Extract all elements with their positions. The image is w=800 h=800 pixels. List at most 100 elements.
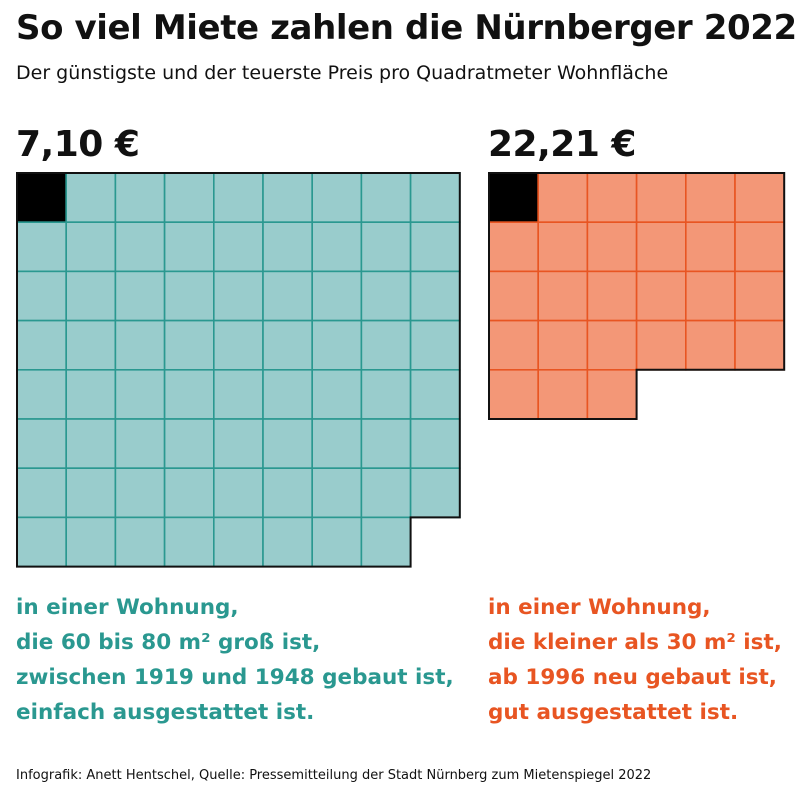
square-meter-cell <box>360 319 412 371</box>
square-meter-cell <box>311 221 363 273</box>
square-meter-cell <box>586 369 638 420</box>
square-meter-cell <box>213 221 264 273</box>
square-meter-cell <box>114 221 166 273</box>
description-line: einfach ausgestattet ist. <box>16 700 315 725</box>
square-meter-cell <box>65 467 117 519</box>
square-meter-cell <box>488 319 540 371</box>
square-meter-cell <box>213 319 264 371</box>
square-meter-cell <box>311 418 363 470</box>
square-meter-cell <box>409 221 461 273</box>
square-meter-cell <box>65 516 117 568</box>
square-meter-cell <box>262 270 314 322</box>
square-meter-cell <box>360 369 412 420</box>
square-meter-cell <box>262 172 314 224</box>
chart-title: So viel Miete zahlen die Nürnberger 2022 <box>16 8 797 48</box>
square-meter-cell <box>409 270 461 322</box>
square-meter-cell <box>537 221 589 273</box>
square-meter-cell <box>114 516 166 568</box>
square-meter-cell <box>114 369 166 420</box>
square-meter-cell <box>488 369 540 420</box>
square-meter-cell <box>16 221 68 273</box>
square-meter-cell <box>163 319 215 371</box>
square-meter-cell <box>16 516 68 568</box>
square-meter-cell <box>163 467 215 519</box>
waffle-outline <box>488 172 786 420</box>
square-meter-cell <box>65 369 117 420</box>
square-meter-cell <box>360 516 412 568</box>
square-meter-cell <box>65 270 117 322</box>
square-meter-cell <box>213 172 264 224</box>
square-meter-cell <box>163 418 215 470</box>
square-meter-cell <box>586 172 638 224</box>
square-meter-cell <box>213 369 264 420</box>
square-meter-cell <box>734 221 786 273</box>
waffle-grid-low <box>16 172 461 568</box>
highlight-square <box>488 172 540 224</box>
square-meter-cell <box>311 319 363 371</box>
square-meter-cell <box>685 319 736 371</box>
description-line: die 60 bis 80 m² groß ist, <box>16 630 321 655</box>
square-meter-cell <box>586 270 638 322</box>
square-meter-cell <box>114 418 166 470</box>
square-meter-cell <box>65 418 117 470</box>
description-line: zwischen 1919 und 1948 gebaut ist, <box>16 665 454 690</box>
description-low: in einer Wohnung, die 60 bis 80 m² groß … <box>16 590 454 730</box>
description-line: in einer Wohnung, <box>16 595 239 620</box>
square-meter-cell <box>114 467 166 519</box>
square-meter-cell <box>311 270 363 322</box>
square-meter-cell <box>409 418 461 470</box>
square-meter-cell <box>409 172 461 224</box>
description-line: gut ausgestattet ist. <box>488 700 739 725</box>
square-meter-cell <box>163 221 215 273</box>
square-meter-cell <box>16 467 68 519</box>
square-meter-cell <box>114 270 166 322</box>
square-meter-cell <box>163 516 215 568</box>
square-meter-cell <box>360 221 412 273</box>
square-meter-cell <box>488 270 540 322</box>
square-meter-cell <box>586 221 638 273</box>
square-meter-cell <box>537 172 589 224</box>
square-meter-cell <box>311 467 363 519</box>
square-meter-cell <box>16 319 68 371</box>
description-line: die kleiner als 30 m² ist, <box>488 630 782 655</box>
square-meter-cell <box>213 270 264 322</box>
square-meter-cell <box>262 369 314 420</box>
square-meter-cell <box>114 172 166 224</box>
square-meter-cell <box>685 270 736 322</box>
square-meter-cell <box>311 369 363 420</box>
chart-subtitle: Der günstigste und der teuerste Preis pr… <box>16 62 669 84</box>
square-meter-cell <box>635 172 687 224</box>
waffle-grid-high <box>488 172 786 420</box>
square-meter-cell <box>311 516 363 568</box>
square-meter-cell <box>635 319 687 371</box>
square-meter-cell <box>685 172 736 224</box>
square-meter-cell <box>262 467 314 519</box>
square-meter-cell <box>734 172 786 224</box>
square-meter-cell <box>586 319 638 371</box>
square-meter-cell <box>16 418 68 470</box>
square-meter-cell <box>262 516 314 568</box>
square-meter-cell <box>635 221 687 273</box>
description-line: ab 1996 neu gebaut ist, <box>488 665 777 690</box>
square-meter-cell <box>537 270 589 322</box>
square-meter-cell <box>16 369 68 420</box>
square-meter-cell <box>537 319 589 371</box>
square-meter-cell <box>213 516 264 568</box>
square-meter-cell <box>685 221 736 273</box>
description-high: in einer Wohnung, die kleiner als 30 m² … <box>488 590 782 730</box>
description-line: in einer Wohnung, <box>488 595 711 620</box>
square-meter-cell <box>163 369 215 420</box>
square-meter-cell <box>114 319 166 371</box>
price-label-low: 7,10 € <box>16 124 140 165</box>
highlight-square <box>16 172 68 224</box>
square-meter-cell <box>213 418 264 470</box>
square-meter-cell <box>734 270 786 322</box>
square-meter-cell <box>360 418 412 470</box>
square-meter-cell <box>360 467 412 519</box>
square-meter-cell <box>734 319 786 371</box>
square-meter-cell <box>262 319 314 371</box>
square-meter-cell <box>537 369 589 420</box>
square-meter-cell <box>65 172 117 224</box>
square-meter-cell <box>635 270 687 322</box>
square-meter-cell <box>16 270 68 322</box>
